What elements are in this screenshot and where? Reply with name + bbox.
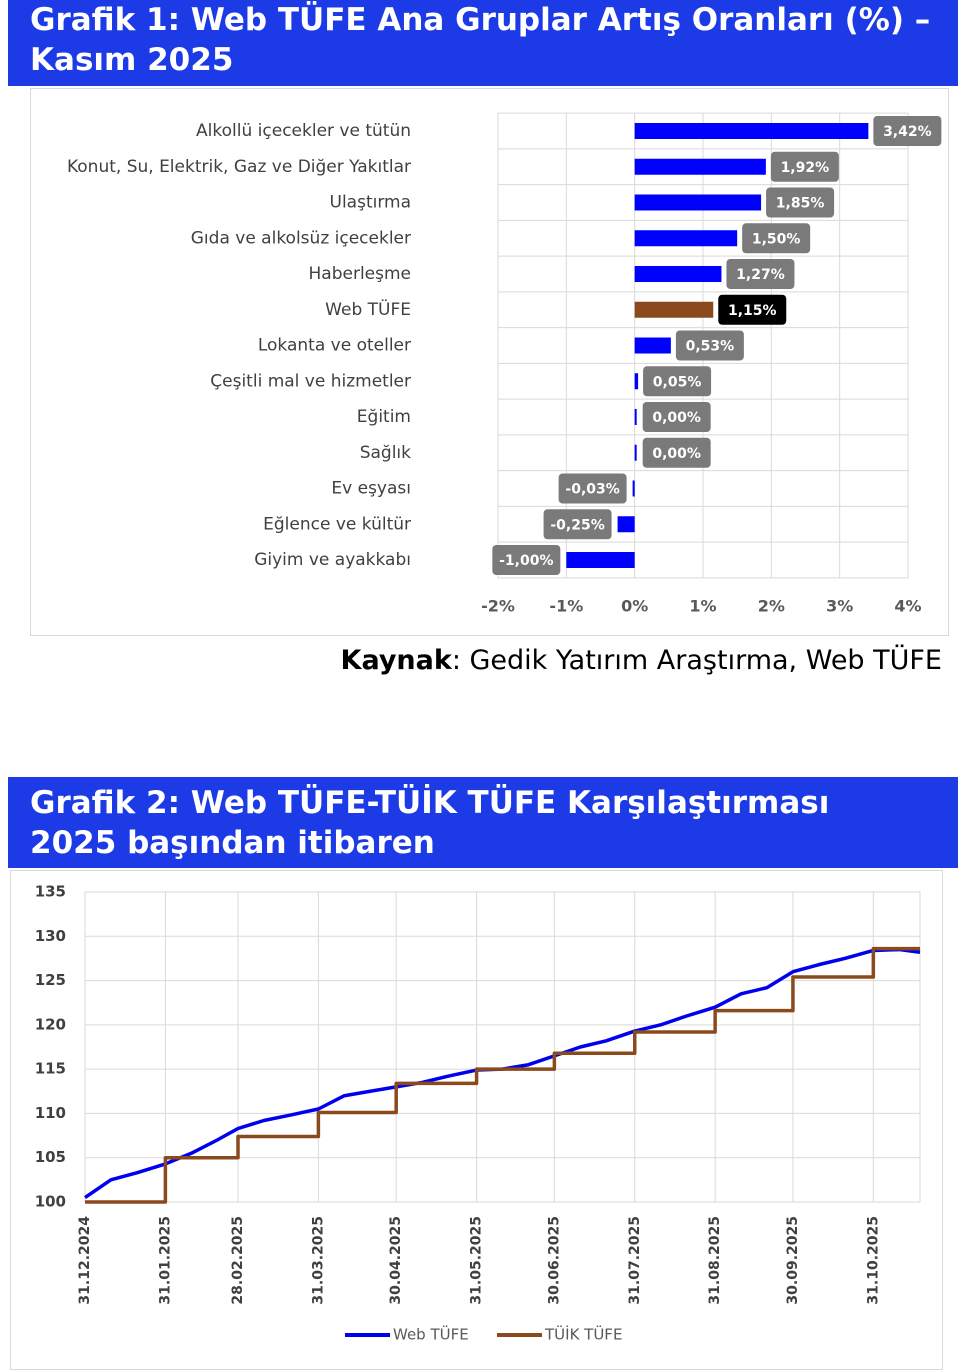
label-box — [766, 187, 835, 218]
data-label: 1,85% — [776, 196, 825, 212]
label-box — [543, 509, 612, 540]
bar — [617, 516, 635, 533]
label-box — [770, 151, 839, 182]
bar — [634, 301, 714, 318]
data-label: -0,25% — [550, 517, 604, 533]
x-tick-label: 31.05.2025 — [469, 1216, 485, 1305]
bar — [566, 552, 635, 568]
category-label: Gıda ve alkolsüz içecekler — [191, 228, 411, 248]
label-box — [642, 402, 711, 432]
data-label: 3,42% — [883, 124, 932, 140]
category-label: Haberleşme — [309, 264, 412, 284]
legend-label: Web TÜFE — [393, 1325, 469, 1344]
y-tick-label: 130 — [35, 927, 66, 945]
bar — [634, 194, 762, 211]
x-tick-label: 2% — [758, 597, 785, 616]
data-label: 1,15% — [728, 303, 777, 319]
bar — [634, 266, 722, 282]
label-box — [726, 259, 795, 289]
label-box — [642, 437, 711, 468]
bar — [632, 480, 635, 497]
category-label: Eğitim — [357, 407, 411, 427]
series-line — [85, 946, 920, 1204]
source-label: Kaynak — [340, 645, 452, 676]
category-label: Çeşitli mal ve hizmetler — [210, 371, 411, 391]
data-label: 1,92% — [781, 160, 830, 176]
y-tick-label: 120 — [35, 1015, 66, 1033]
chart-title: Grafik 2: Web TÜFE-TÜİK TÜFE Karşılaştır… — [8, 777, 958, 868]
data-label: 1,50% — [752, 231, 801, 247]
category-label: Ev eşyası — [331, 479, 411, 499]
data-label: 0,00% — [652, 446, 701, 462]
data-label: -1,00% — [499, 553, 553, 569]
data-label: 0,00% — [652, 410, 701, 426]
category-label: Eğlence ve kültür — [263, 514, 411, 534]
legend-label: TÜİK TÜFE — [544, 1325, 622, 1344]
data-label: -0,03% — [565, 482, 619, 498]
x-tick-label: 4% — [894, 597, 921, 616]
y-tick-label: 105 — [35, 1148, 66, 1166]
label-box — [718, 294, 787, 325]
category-label: Alkollü içecekler ve tütün — [196, 121, 411, 141]
label-box — [742, 223, 811, 254]
y-tick-label: 135 — [35, 883, 66, 901]
label-box — [675, 330, 744, 361]
x-tick-label: -1% — [549, 597, 583, 616]
bar — [634, 409, 637, 425]
x-tick-label: 31.12.2024 — [77, 1216, 93, 1305]
x-tick-label: 31.10.2025 — [865, 1216, 881, 1305]
data-label: 1,27% — [736, 267, 785, 283]
category-label: Lokanta ve oteller — [258, 336, 411, 356]
label-box — [492, 545, 561, 575]
label-box — [643, 366, 712, 397]
bar — [634, 337, 671, 354]
x-tick-label: 28.02.2025 — [230, 1216, 246, 1305]
x-tick-label: 30.09.2025 — [785, 1216, 801, 1305]
x-tick-label: 31.08.2025 — [707, 1216, 723, 1305]
category-label: Sağlık — [360, 443, 411, 463]
category-label: Web TÜFE — [325, 298, 411, 320]
y-tick-label: 115 — [35, 1060, 66, 1078]
data-label: 0,05% — [653, 374, 702, 390]
series-line — [84, 947, 921, 1200]
source-text: : Gedik Yatırım Araştırma, Web TÜFE — [451, 645, 942, 676]
bar — [634, 373, 639, 390]
bar — [634, 123, 869, 139]
x-tick-label: 0% — [621, 597, 648, 616]
chart-title: Grafik 1: Web TÜFE Ana Gruplar Artış Ora… — [8, 0, 958, 86]
bar — [634, 230, 738, 247]
source-note: Kaynak: Gedik Yatırım Araştırma, Web TÜF… — [341, 645, 942, 676]
category-label: Konut, Su, Elektrik, Gaz ve Diğer Yakıtl… — [67, 157, 411, 177]
x-tick-label: 31.01.2025 — [157, 1216, 173, 1305]
x-tick-label: 31.07.2025 — [627, 1216, 643, 1305]
y-tick-label: 125 — [35, 971, 66, 989]
bar — [634, 444, 637, 461]
data-label: 0,53% — [686, 339, 735, 355]
x-tick-label: 3% — [826, 597, 853, 616]
y-tick-label: 100 — [35, 1193, 66, 1211]
label-box — [558, 473, 627, 504]
y-tick-label: 110 — [35, 1104, 66, 1122]
chart-frame — [30, 88, 949, 636]
x-tick-label: 31.03.2025 — [310, 1216, 326, 1305]
x-tick-label: -2% — [481, 597, 515, 616]
x-tick-label: 30.04.2025 — [388, 1216, 404, 1305]
x-tick-label: 1% — [689, 597, 716, 616]
category-label: Ulaştırma — [330, 193, 412, 213]
label-box — [873, 116, 942, 146]
bar — [634, 158, 766, 175]
category-label: Giyim ve ayakkabı — [254, 550, 411, 570]
x-tick-label: 30.06.2025 — [546, 1216, 562, 1305]
